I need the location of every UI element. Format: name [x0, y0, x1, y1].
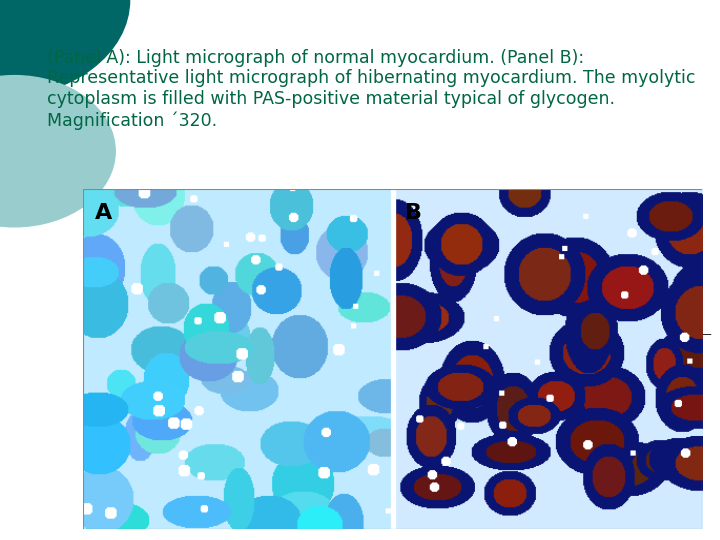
Circle shape — [0, 0, 130, 97]
Text: B: B — [405, 202, 422, 222]
Text: (Panel A): Light micrograph of normal myocardium. (Panel B):
Representative ligh: (Panel A): Light micrograph of normal my… — [47, 49, 696, 130]
Bar — [83, 189, 702, 529]
Circle shape — [0, 76, 115, 227]
Text: —: — — [702, 329, 712, 340]
Text: A: A — [95, 202, 112, 222]
